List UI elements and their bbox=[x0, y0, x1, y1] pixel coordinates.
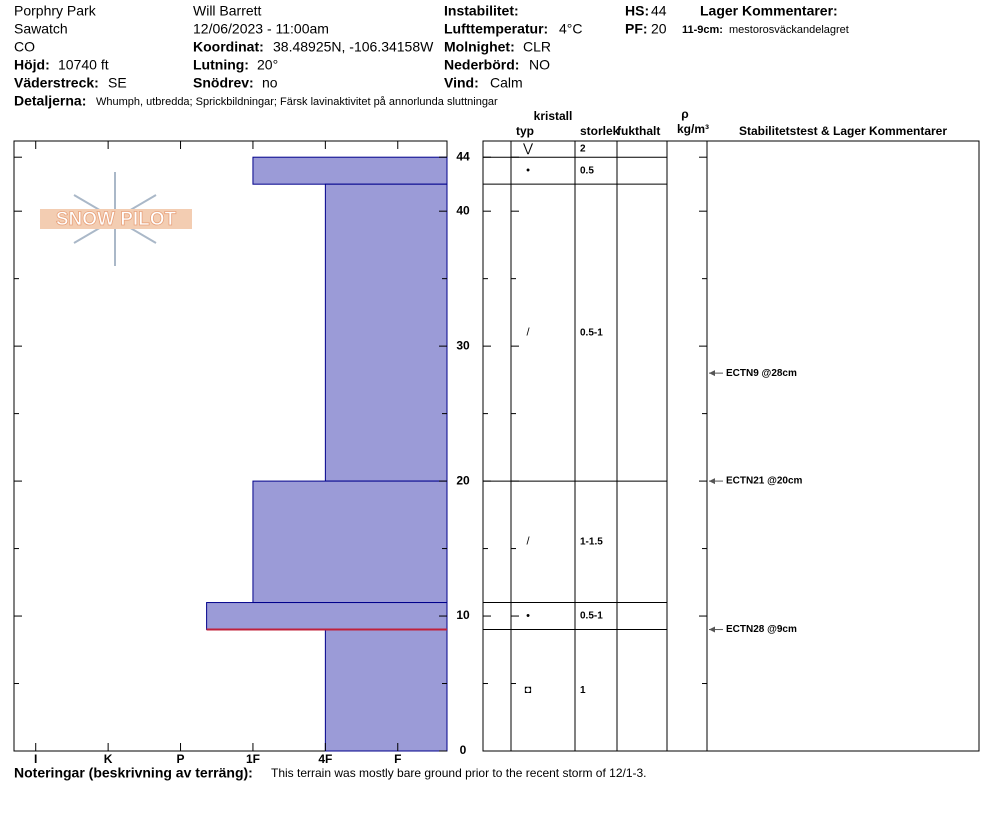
hardness-bar bbox=[252, 156, 448, 185]
column-header: typ bbox=[516, 124, 534, 138]
value: 20 bbox=[651, 21, 667, 37]
value: 44 bbox=[651, 3, 667, 19]
x-tick-label: P bbox=[177, 752, 185, 766]
y-tick-label: 10 bbox=[456, 608, 470, 622]
label: HS: bbox=[625, 3, 649, 19]
site: Porphry Park bbox=[14, 3, 97, 19]
test-label: ECTN28 @9cm bbox=[726, 624, 797, 635]
column-header: ρ bbox=[681, 107, 688, 121]
x-tick-label: K bbox=[104, 752, 113, 766]
column-header: fukthalt bbox=[617, 124, 660, 138]
grain-type: • bbox=[526, 610, 530, 622]
grain-type: / bbox=[526, 327, 530, 339]
y-tick-label: 30 bbox=[456, 338, 470, 352]
hardness-bar bbox=[206, 602, 448, 631]
label: Lutning: bbox=[193, 57, 249, 73]
grain-type: / bbox=[526, 536, 530, 548]
hardness-bar bbox=[252, 480, 448, 604]
value: no bbox=[262, 75, 278, 91]
grain-size: 0.5-1 bbox=[580, 327, 603, 338]
column-header: storlek bbox=[580, 124, 620, 138]
grain-size: 2 bbox=[580, 144, 586, 155]
column-header: Stabilitetstest & Lager Kommentarer bbox=[739, 124, 947, 138]
y-tick-label: 44 bbox=[456, 149, 470, 163]
grain-type: ⋁ bbox=[522, 141, 533, 155]
value: 4°C bbox=[559, 21, 583, 37]
site: CO bbox=[14, 39, 35, 55]
site: Sawatch bbox=[14, 21, 68, 37]
label: Snödrev: bbox=[193, 75, 254, 91]
value: SE bbox=[108, 75, 127, 91]
datetime: 12/06/2023 - 11:00am bbox=[193, 21, 329, 37]
label: Molnighet: bbox=[444, 39, 515, 55]
x-tick-label: 4F bbox=[318, 752, 332, 766]
x-tick-label: 1F bbox=[246, 752, 260, 766]
label: Koordinat: bbox=[193, 39, 264, 55]
grain-size: 1 bbox=[580, 685, 586, 696]
y-tick-label: 40 bbox=[456, 203, 470, 217]
value: Calm bbox=[490, 75, 523, 91]
grain-size: 1-1.5 bbox=[580, 536, 603, 547]
arrow-head bbox=[709, 626, 715, 633]
label: Detaljerna: bbox=[14, 93, 86, 109]
arrow-head bbox=[709, 370, 715, 377]
label: Noteringar (beskrivning av terräng): bbox=[14, 765, 253, 781]
value: NO bbox=[529, 57, 550, 73]
label: Lufttemperatur: bbox=[444, 21, 548, 37]
label: 11-9cm: bbox=[682, 24, 723, 36]
value: Whumph, utbredda; Sprickbildningar; Färs… bbox=[96, 96, 498, 108]
label: Väderstreck: bbox=[14, 75, 99, 91]
x-tick-label: I bbox=[34, 752, 37, 766]
value: 38.48925N, -106.34158W bbox=[273, 39, 434, 55]
logo-text: SNOW PILOT bbox=[56, 209, 177, 230]
arrow-head bbox=[709, 478, 715, 485]
column-header: kg/m³ bbox=[677, 122, 709, 136]
grain-type: ◘ bbox=[525, 684, 532, 696]
value: 10740 ft bbox=[58, 57, 109, 73]
x-tick-label: F bbox=[394, 752, 401, 766]
hardness-bar bbox=[324, 183, 448, 482]
label: Höjd: bbox=[14, 57, 50, 73]
grain-size: 0.5 bbox=[580, 165, 594, 176]
y-tick-label: 20 bbox=[456, 473, 470, 487]
label: Lager Kommentarer: bbox=[700, 3, 838, 19]
label: Vind: bbox=[444, 75, 479, 91]
label: Instabilitet: bbox=[444, 3, 519, 19]
table-frame bbox=[482, 140, 980, 752]
grain-size: 0.5-1 bbox=[580, 611, 603, 622]
observer: Will Barrett bbox=[193, 3, 262, 19]
test-label: ECTN21 @20cm bbox=[726, 476, 803, 487]
hardness-bar bbox=[324, 629, 448, 752]
column-header: kristall bbox=[534, 109, 573, 123]
value: CLR bbox=[523, 39, 551, 55]
label: Nederbörd: bbox=[444, 57, 519, 73]
label: PF: bbox=[625, 21, 648, 37]
logo: SNOW PILOT bbox=[40, 172, 192, 266]
y-tick-label: 0 bbox=[460, 743, 467, 757]
grain-type: • bbox=[526, 165, 530, 177]
value: This terrain was mostly bare ground prio… bbox=[271, 766, 647, 780]
value: 20° bbox=[257, 57, 278, 73]
value: mestorosväckandelagret bbox=[729, 24, 849, 36]
test-label: ECTN9 @28cm bbox=[726, 368, 797, 379]
